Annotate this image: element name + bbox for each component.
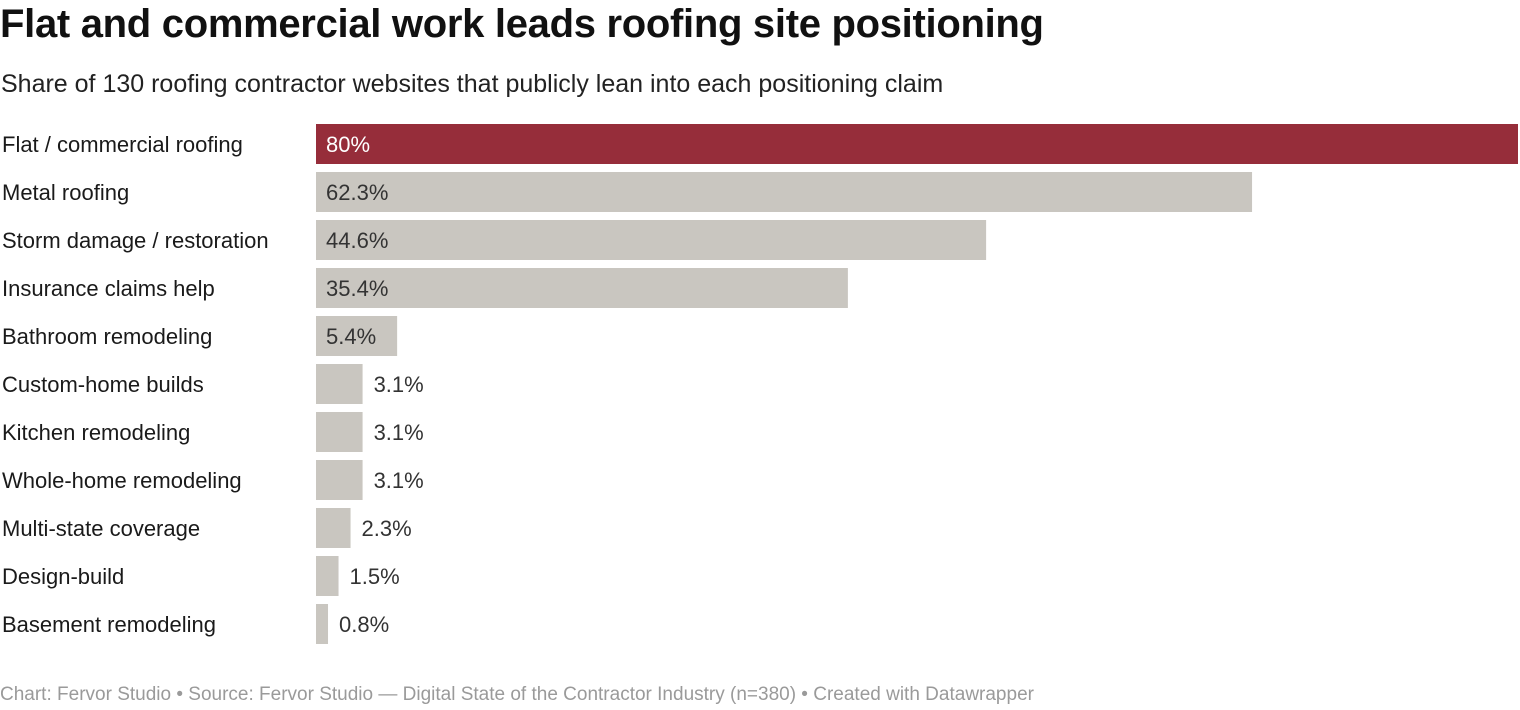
bar-row: Storm damage / restoration 44.6% bbox=[2, 220, 987, 260]
bar-row: Kitchen remodeling 3.1% bbox=[2, 412, 424, 452]
bar-chart: Flat / commercial roofing 80% Metal roofin… bbox=[0, 120, 1520, 650]
category-label: Storm damage / restoration bbox=[2, 228, 269, 253]
bar bbox=[316, 172, 1253, 212]
chart-subtitle: Share of 130 roofing contractor websites… bbox=[1, 70, 944, 98]
category-label: Design-build bbox=[2, 564, 124, 589]
category-label: Metal roofing bbox=[2, 180, 129, 205]
category-label: Insurance claims help bbox=[2, 276, 215, 301]
bar bbox=[316, 268, 848, 308]
bar bbox=[316, 556, 339, 596]
bar bbox=[316, 220, 987, 260]
value-label: 44.6% bbox=[326, 228, 388, 253]
value-label: 3.1% bbox=[374, 420, 424, 445]
category-label: Custom-home builds bbox=[2, 372, 204, 397]
bar bbox=[316, 124, 1518, 164]
bar-row: Basement remodeling 0.8% bbox=[2, 604, 389, 644]
bar bbox=[316, 364, 363, 404]
category-label: Bathroom remodeling bbox=[2, 324, 212, 349]
bar-row: Custom-home builds 3.1% bbox=[2, 364, 424, 404]
bar-row: Whole-home remodeling 3.1% bbox=[2, 460, 424, 500]
value-label: 1.5% bbox=[350, 564, 400, 589]
bar bbox=[316, 604, 329, 644]
category-label: Multi-state coverage bbox=[2, 516, 200, 541]
value-label: 80% bbox=[326, 132, 370, 157]
bar bbox=[316, 412, 363, 452]
chart-title: Flat and commercial work leads roofing s… bbox=[0, 2, 1044, 46]
chart-footer: Chart: Fervor Studio • Source: Fervor St… bbox=[0, 684, 1034, 705]
category-label: Basement remodeling bbox=[2, 612, 216, 637]
bar bbox=[316, 460, 363, 500]
value-label: 62.3% bbox=[326, 180, 388, 205]
bar-row: Insurance claims help 35.4% bbox=[2, 268, 848, 308]
bar-row: Flat / commercial roofing 80% bbox=[2, 124, 1518, 164]
bar-row: Design-build 1.5% bbox=[2, 556, 400, 596]
value-label: 2.3% bbox=[362, 516, 412, 541]
value-label: 35.4% bbox=[326, 276, 388, 301]
category-label: Whole-home remodeling bbox=[2, 468, 242, 493]
value-label: 0.8% bbox=[339, 612, 389, 637]
bar-row: Bathroom remodeling 5.4% bbox=[2, 316, 398, 356]
value-label: 3.1% bbox=[374, 372, 424, 397]
category-label: Kitchen remodeling bbox=[2, 420, 190, 445]
value-label: 3.1% bbox=[374, 468, 424, 493]
bar-row: Metal roofing 62.3% bbox=[2, 172, 1253, 212]
bar-row: Multi-state coverage 2.3% bbox=[2, 508, 412, 548]
value-label: 5.4% bbox=[326, 324, 376, 349]
category-label: Flat / commercial roofing bbox=[2, 132, 243, 157]
bar bbox=[316, 508, 351, 548]
bar-chart-svg: Flat / commercial roofing 80% Metal roofin… bbox=[2, 124, 1518, 644]
bar bbox=[316, 316, 398, 356]
